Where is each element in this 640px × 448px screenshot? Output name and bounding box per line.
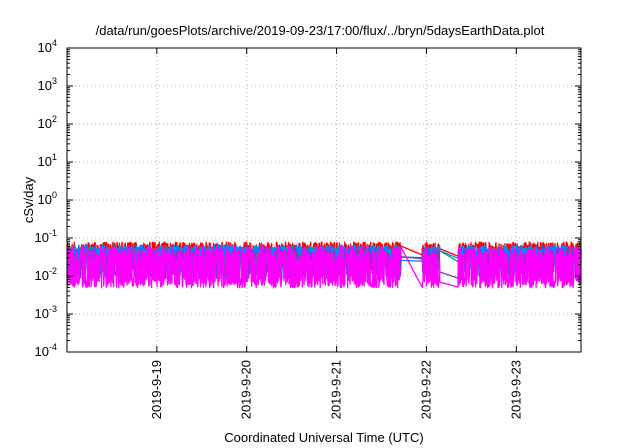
y-tick-label: 100 [38,190,57,207]
y-tick-label: 10-2 [35,266,57,283]
ticks: 10-4 10-3 10-2 10-1 100 101 102 103 104 2019-9-19… [35,38,581,419]
y-tick-label: 104 [38,38,57,55]
y-tick-label: 10-4 [35,342,57,359]
chart-title: /data/run/goesPlots/archive/2019-09-23/1… [96,23,545,38]
y-axis-label: cSv/day [21,176,36,223]
x-axis-label: Coordinated Universal Time (UTC) [224,430,423,445]
series-layer [66,241,582,289]
x-tick-label: 2019-9-19 [149,360,164,419]
y-tick-label: 101 [38,152,57,169]
x-tick-label: 2019-9-22 [418,360,433,419]
x-tick-label: 2019-9-23 [508,360,523,419]
y-tick-label: 10-3 [35,304,57,321]
series-line [66,245,582,289]
y-tick-label: 103 [38,76,57,93]
y-tick-label: 10-1 [35,228,57,245]
y-tick-label: 102 [38,114,57,131]
x-tick-label: 2019-9-21 [329,360,344,419]
x-tick-label: 2019-9-20 [239,360,254,419]
